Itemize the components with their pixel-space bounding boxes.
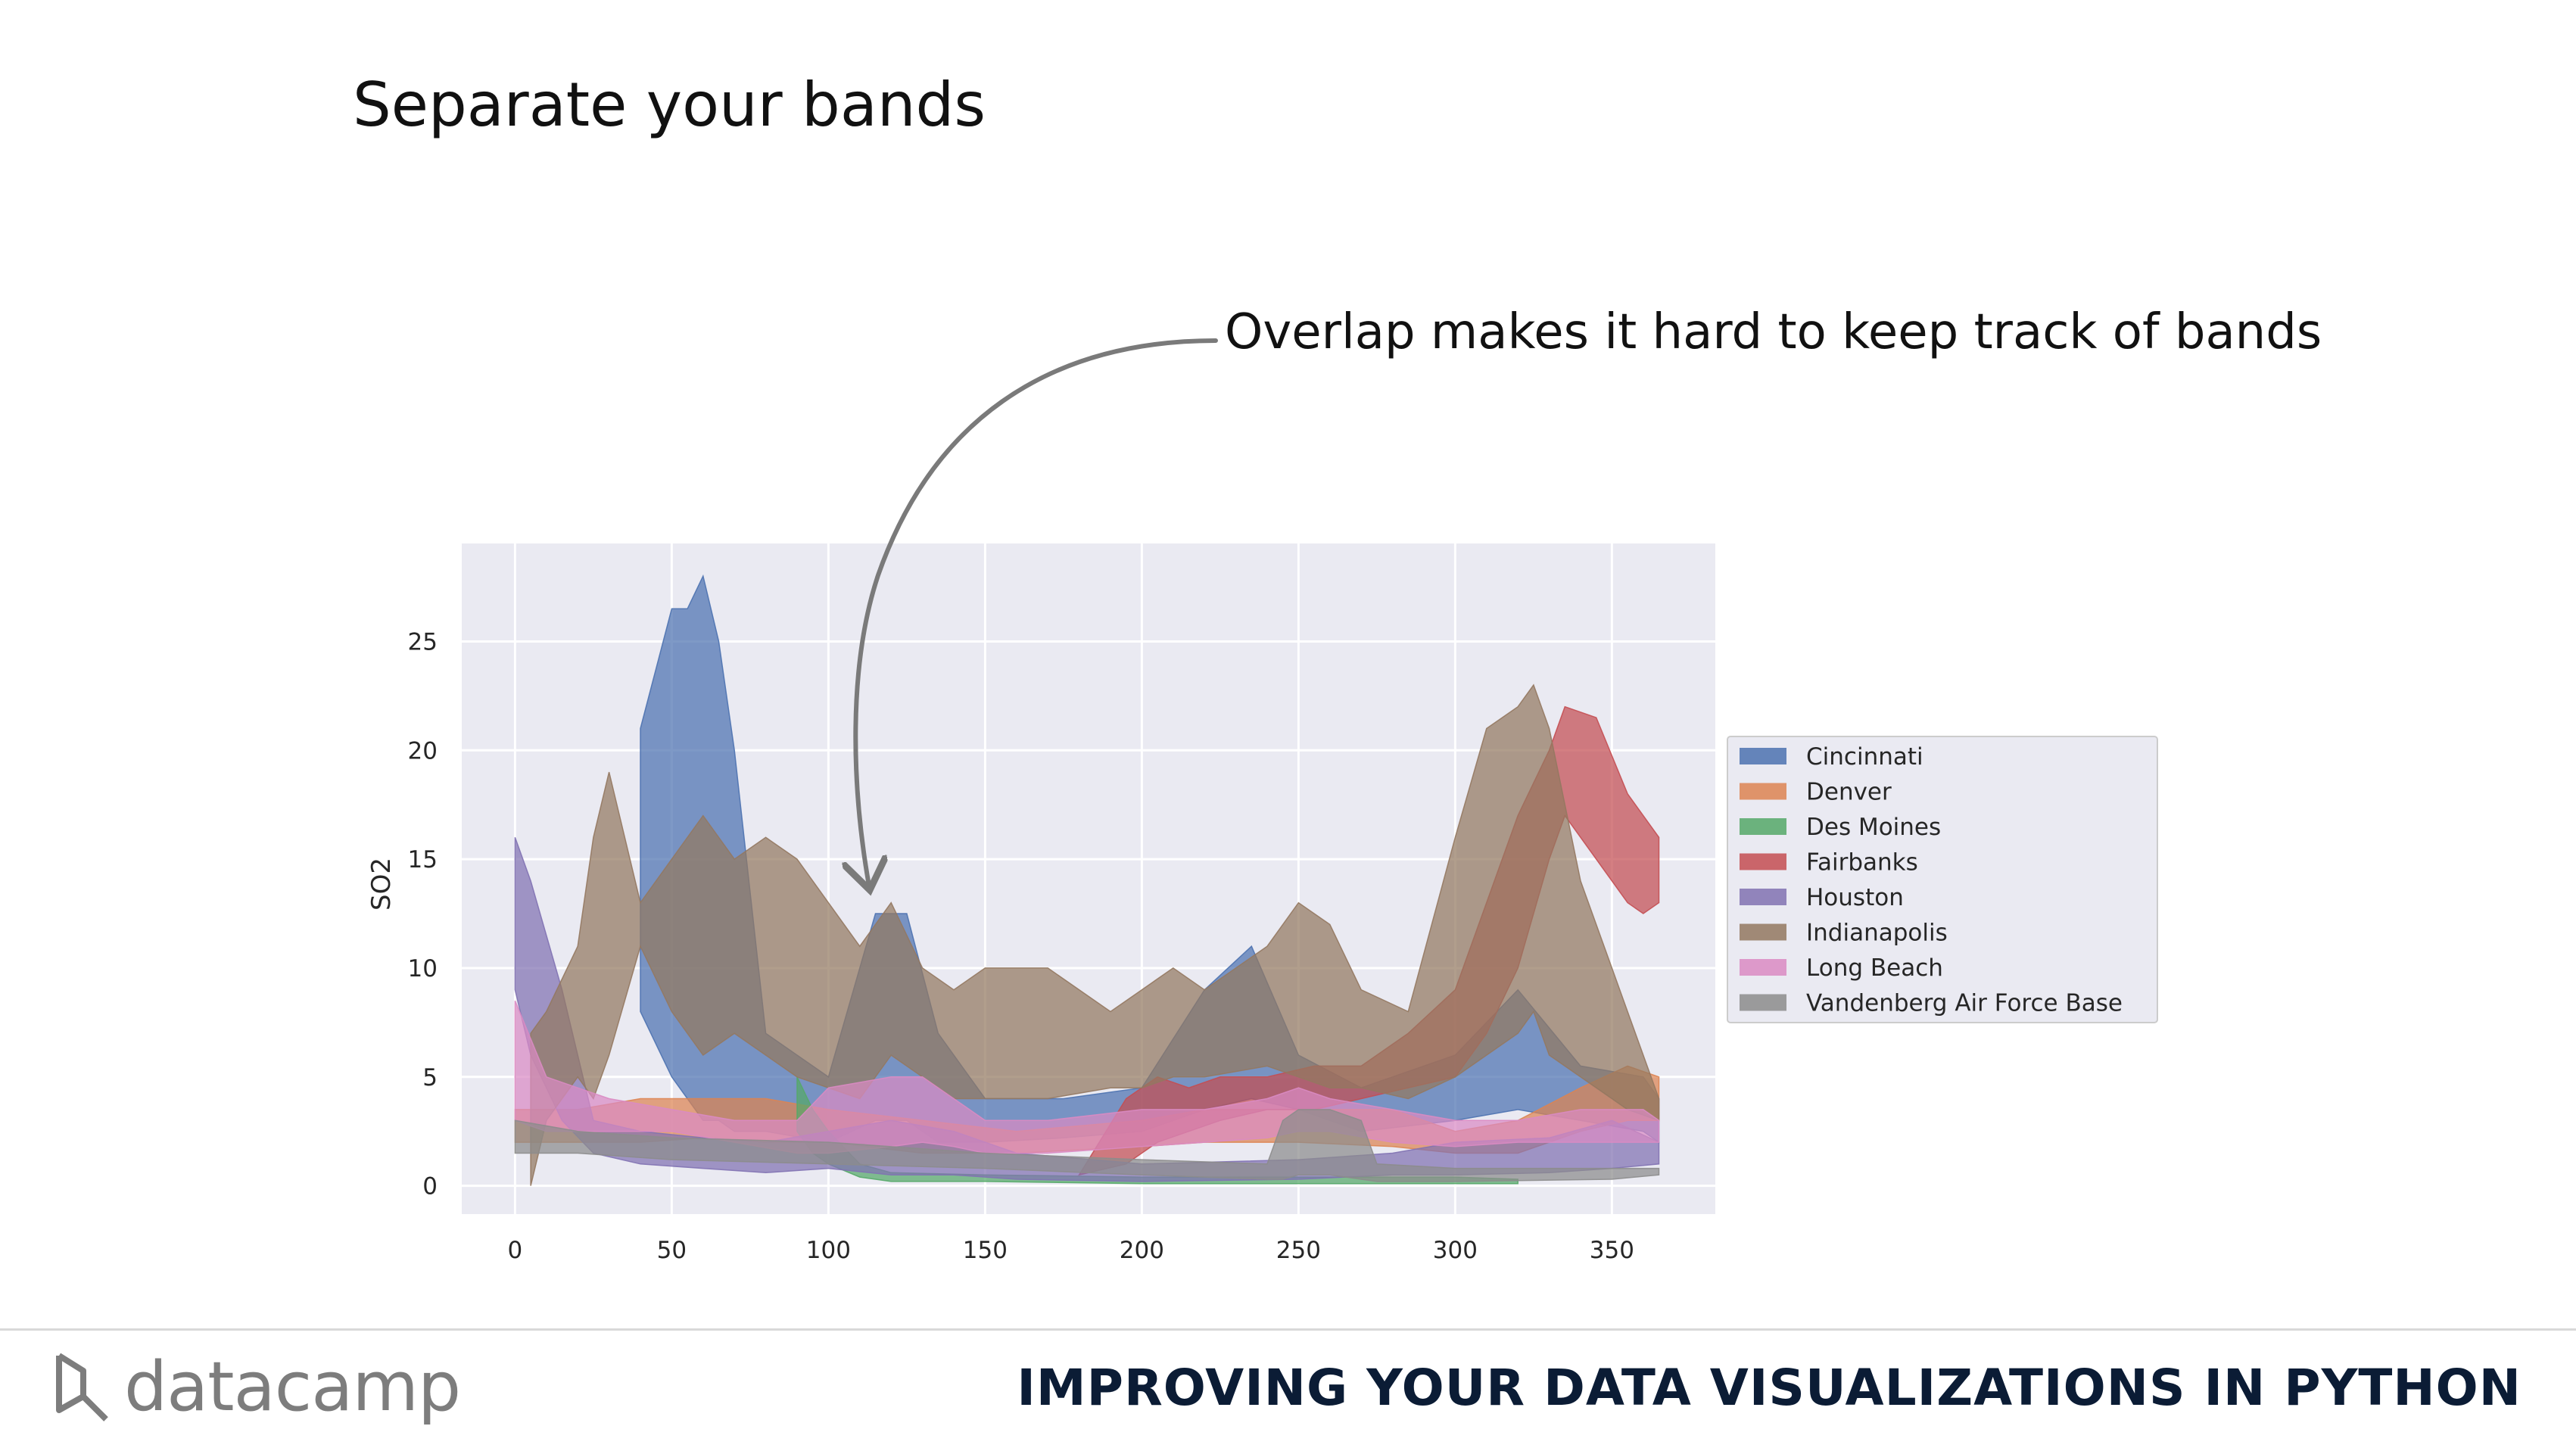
x-tick-label: 50 [657, 1237, 687, 1264]
so2-area-chart: 0 50 100 150 200 250 300 350 0 5 10 15 20 25 SO2 Cin… [366, 338, 2158, 1264]
chart-legend: Cincinnati Denver Des Moines Fairbanks Houst… [1727, 736, 2158, 1023]
legend-label: Indianapolis [1806, 920, 1948, 947]
x-tick-label: 100 [806, 1237, 851, 1264]
x-tick-label: 0 [508, 1237, 523, 1264]
y-axis-label: SO2 [366, 858, 397, 911]
legend-label: Cincinnati [1806, 743, 1923, 771]
legend-label: Vandenberg Air Force Base [1806, 990, 2123, 1017]
legend-frame [1727, 736, 2158, 1023]
legend-swatch [1740, 853, 1786, 870]
slide-title: Separate your bands [353, 70, 986, 140]
legend-swatch [1740, 889, 1786, 905]
legend-label: Denver [1806, 779, 1892, 806]
legend-label: Long Beach [1806, 954, 1943, 982]
legend-swatch [1740, 748, 1786, 764]
y-tick-label: 10 [408, 955, 438, 982]
legend-swatch [1740, 959, 1786, 976]
datacamp-mark-icon [56, 1353, 108, 1421]
x-tick-label: 200 [1120, 1237, 1164, 1264]
legend-swatch [1740, 783, 1786, 800]
y-tick-label: 0 [422, 1173, 438, 1200]
annotation-arrow [855, 338, 1218, 886]
legend-label: Houston [1806, 884, 1904, 911]
course-title: IMPROVING YOUR DATA VISUALIZATIONS IN PY… [1017, 1359, 2521, 1417]
x-tick-label: 300 [1433, 1237, 1478, 1264]
legend-label: Des Moines [1806, 814, 1941, 841]
x-tick-label: 350 [1590, 1237, 1634, 1264]
y-tick-labels: 0 5 10 15 20 25 [408, 628, 438, 1200]
annotation-text: Overlap makes it hard to keep track of b… [1225, 304, 2322, 360]
footer-divider [0, 1328, 2576, 1331]
y-tick-label: 20 [408, 737, 438, 764]
y-tick-label: 5 [422, 1064, 438, 1091]
x-tick-label: 250 [1276, 1237, 1321, 1264]
logo-text: datacamp [124, 1347, 461, 1427]
legend-swatch [1740, 818, 1786, 835]
legend-swatch [1740, 994, 1786, 1011]
series-bands [514, 574, 1660, 1186]
y-tick-label: 25 [408, 628, 438, 655]
datacamp-logo: datacamp [53, 1347, 461, 1427]
legend-swatch [1740, 923, 1786, 941]
x-tick-label: 150 [963, 1237, 1008, 1264]
y-tick-label: 15 [408, 846, 438, 873]
legend-label: Fairbanks [1806, 849, 1918, 877]
series-band [514, 1109, 1660, 1182]
x-tick-labels: 0 50 100 150 200 250 300 350 [508, 1237, 1634, 1264]
